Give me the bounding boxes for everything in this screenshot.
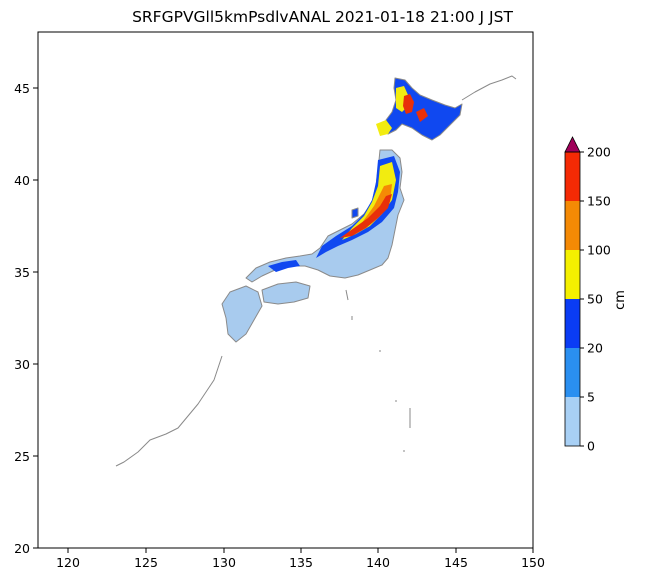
y-tick-25: 25 xyxy=(14,449,30,464)
map-title: SRFGPVGll5kmPsdlvANAL 2021-01-18 21:00 J… xyxy=(132,8,513,26)
honshu-west-snow xyxy=(268,260,300,272)
colorbar: 0 5 20 50 100 150 200 cm xyxy=(564,136,628,454)
colorbar-swatch-2 xyxy=(565,299,580,348)
izu-islands xyxy=(345,289,397,402)
colorbar-swatches xyxy=(565,152,580,446)
honshu-snow-red xyxy=(340,194,392,238)
colorbar-tick-label: 100 xyxy=(587,243,611,258)
x-tick-labels: 120 125 130 135 140 145 150 xyxy=(56,555,545,570)
y-tick-30: 30 xyxy=(14,357,30,372)
colorbar-swatch-4 xyxy=(565,201,580,250)
colorbar-swatch-0 xyxy=(565,397,580,446)
y-tick-40: 40 xyxy=(14,173,30,188)
colorbar-tick-label: 0 xyxy=(587,439,595,454)
x-tick-120: 120 xyxy=(56,555,80,570)
x-axis xyxy=(67,548,534,553)
hokkaido-red xyxy=(403,94,414,114)
y-tick-labels: 20 25 30 35 40 45 xyxy=(14,81,30,556)
colorbar-tick-label: 50 xyxy=(587,292,603,307)
x-tick-140: 140 xyxy=(366,555,390,570)
ogasawara xyxy=(403,408,411,452)
honshu-snow-yellow xyxy=(342,162,396,240)
y-tick-35: 35 xyxy=(14,265,30,280)
sado-island xyxy=(351,207,359,219)
hokkaido-red-2 xyxy=(416,108,428,122)
y-tick-20: 20 xyxy=(14,541,30,556)
x-tick-150: 150 xyxy=(521,555,545,570)
honshu-snow-orange xyxy=(356,184,392,232)
japan-land xyxy=(115,75,517,467)
kyushu-region xyxy=(221,285,263,343)
x-tick-145: 145 xyxy=(444,555,468,570)
x-tick-125: 125 xyxy=(134,555,158,570)
y-axis xyxy=(33,87,38,549)
x-tick-135: 135 xyxy=(289,555,313,570)
colorbar-tick-label: 150 xyxy=(587,194,611,209)
colorbar-swatch-1 xyxy=(565,348,580,397)
colorbar-swatch-5 xyxy=(565,152,580,201)
ryukyu-arc xyxy=(115,355,223,467)
colorbar-label: cm xyxy=(613,290,628,310)
x-tick-130: 130 xyxy=(212,555,236,570)
colorbar-extend-arrow xyxy=(564,136,581,153)
hokkaido-yellow-2 xyxy=(376,120,392,136)
y-tick-45: 45 xyxy=(14,81,30,96)
colorbar-swatch-3 xyxy=(565,250,580,299)
colorbar-tick-label: 5 xyxy=(587,390,595,405)
colorbar-tick-label: 20 xyxy=(587,341,603,356)
shikoku-region xyxy=(261,281,311,305)
colorbar-tick-label: 200 xyxy=(587,145,611,160)
kuril-islands xyxy=(461,75,517,101)
colorbar-ticks: 0 5 20 50 100 150 200 xyxy=(580,145,611,454)
